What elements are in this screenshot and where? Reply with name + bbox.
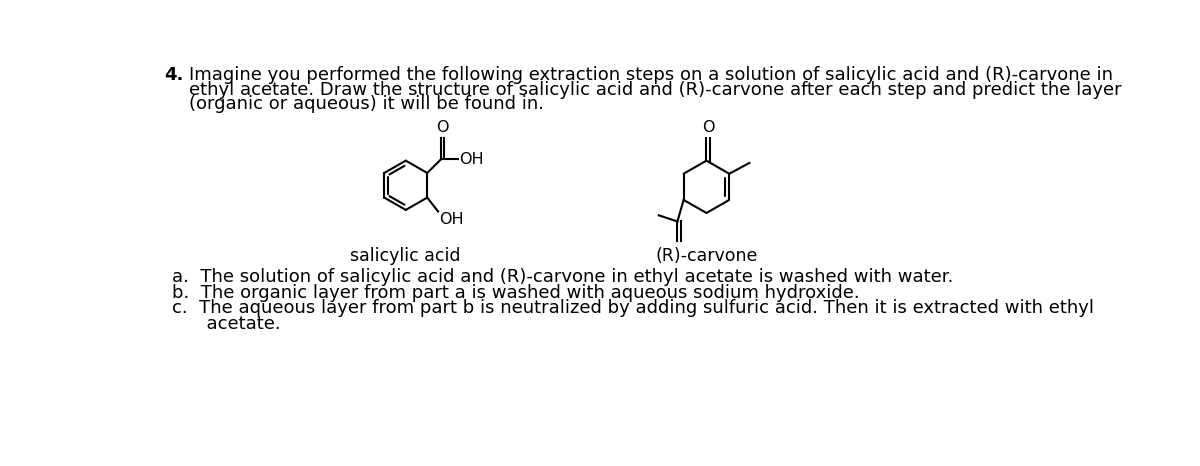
Text: 4.: 4. — [164, 66, 184, 84]
Text: acetate.: acetate. — [172, 315, 281, 333]
Text: Imagine you performed the following extraction steps on a solution of salicylic : Imagine you performed the following extr… — [188, 66, 1112, 84]
Text: O: O — [702, 120, 714, 135]
Text: OH: OH — [460, 151, 484, 167]
Text: (R)-carvone: (R)-carvone — [655, 247, 757, 265]
Text: OH: OH — [439, 212, 463, 227]
Text: c.  The aqueous layer from part b is neutralized by adding sulfuric acid. Then i: c. The aqueous layer from part b is neut… — [172, 299, 1093, 317]
Text: (organic or aqueous) it will be found in.: (organic or aqueous) it will be found in… — [188, 95, 544, 113]
Text: a.  The solution of salicylic acid and (R)-carvone in ethyl acetate is washed wi: a. The solution of salicylic acid and (R… — [172, 268, 953, 287]
Text: O: O — [437, 120, 449, 135]
Text: b.  The organic layer from part a is washed with aqueous sodium hydroxide.: b. The organic layer from part a is wash… — [172, 284, 859, 302]
Text: salicylic acid: salicylic acid — [350, 247, 461, 265]
Text: ethyl acetate. Draw the structure of salicylic acid and (R)-carvone after each s: ethyl acetate. Draw the structure of sal… — [188, 81, 1121, 99]
